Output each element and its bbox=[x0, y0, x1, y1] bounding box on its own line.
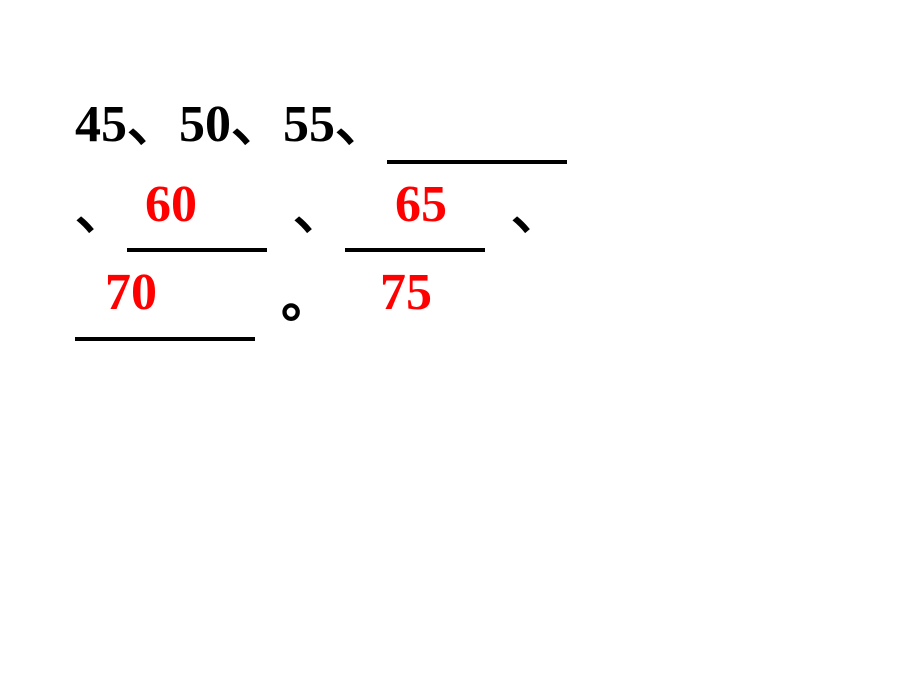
line-2: 、 、 、 60 65 bbox=[75, 178, 855, 248]
answer-75: 75 bbox=[380, 258, 432, 328]
separator: 、 bbox=[75, 178, 127, 248]
blank-4 bbox=[75, 289, 255, 341]
separator: 、 bbox=[293, 178, 345, 248]
line-1: 45、50、55、 bbox=[75, 90, 855, 160]
line-3: 。 70 75 bbox=[75, 266, 855, 336]
spacer bbox=[255, 272, 281, 329]
exercise-container: 45、50、55、 、 、 、 60 65 。 70 75 bbox=[75, 90, 855, 337]
number-45: 45 bbox=[75, 96, 127, 153]
separator: 、 bbox=[231, 90, 283, 160]
answer-60: 60 bbox=[145, 170, 197, 240]
number-55: 55 bbox=[283, 96, 335, 153]
separator: 、 bbox=[335, 90, 387, 160]
separator: 、 bbox=[511, 178, 563, 248]
spacer bbox=[485, 184, 511, 241]
separator: 、 bbox=[127, 90, 179, 160]
period: 。 bbox=[281, 266, 333, 336]
answer-65: 65 bbox=[395, 170, 447, 240]
answer-70: 70 bbox=[105, 258, 157, 328]
spacer bbox=[267, 184, 293, 241]
number-50: 50 bbox=[179, 96, 231, 153]
blank-1 bbox=[387, 112, 567, 164]
